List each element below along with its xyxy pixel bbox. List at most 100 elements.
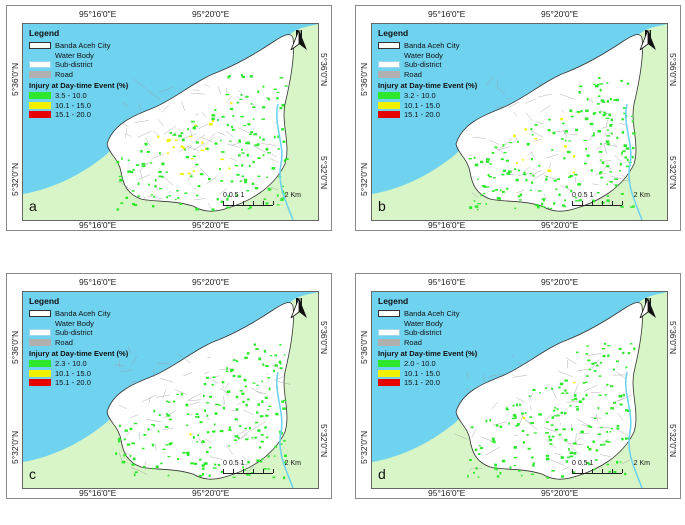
- injury-cell-low: [619, 403, 623, 406]
- injury-cell-low: [556, 408, 559, 411]
- injury-cell-low: [622, 107, 627, 109]
- scale-end-label: 2 Km: [633, 192, 650, 199]
- injury-cell-low: [622, 150, 626, 153]
- map-area[interactable]: Legend Banda Aceh City Water Body Sub-di…: [22, 23, 319, 221]
- injury-cell-low: [630, 115, 634, 118]
- injury-cell-low: [242, 466, 244, 469]
- legend: Legend Banda Aceh City Water Body Sub-di…: [29, 296, 128, 388]
- injury-cell-low: [592, 112, 596, 115]
- injury-cell-mid: [182, 146, 185, 150]
- scale-tick: [233, 469, 234, 473]
- injury-cell-low: [261, 400, 264, 403]
- injury-cell-low: [264, 414, 269, 417]
- injury-cell-low: [212, 467, 217, 469]
- map-area[interactable]: Legend Banda Aceh City Water Body Sub-di…: [371, 291, 668, 489]
- map-svg: [23, 292, 318, 488]
- injury-cell-low: [131, 463, 136, 466]
- injury-cell-low: [205, 402, 210, 404]
- injury-cell-low: [598, 394, 602, 397]
- injury-cell-low: [227, 75, 230, 79]
- injury-cell-low: [237, 436, 240, 440]
- injury-cell-low: [512, 404, 515, 407]
- injury-cell-low: [211, 208, 215, 212]
- injury-cell-low: [140, 149, 143, 153]
- injury-cell-low: [284, 85, 288, 87]
- injury-cell-low: [239, 390, 243, 392]
- scale-end-label: 2 Km: [633, 460, 650, 467]
- road-segment: [199, 439, 204, 446]
- injury-cell-low: [532, 464, 535, 467]
- road-segment: [492, 421, 507, 426]
- injury-cell-low: [118, 175, 123, 178]
- injury-cell-low: [232, 374, 236, 377]
- subdistrict-swatch: [29, 61, 51, 69]
- injury-cell-low: [545, 176, 548, 178]
- injury-cell-low: [274, 354, 278, 357]
- road-segment: [137, 469, 148, 475]
- injury-cell-low: [165, 400, 169, 403]
- road-segment: [531, 152, 535, 158]
- road-segment: [223, 396, 225, 405]
- road-segment: [564, 440, 574, 448]
- injury-cell-low: [243, 469, 246, 471]
- road-segment: [485, 447, 500, 456]
- injury-cell-low: [545, 178, 548, 181]
- injury-cell-low: [248, 473, 251, 476]
- injury-cell-low: [589, 426, 593, 428]
- injury-cell-mid: [189, 135, 193, 138]
- injury-cell-low: [588, 368, 592, 371]
- map-area[interactable]: Legend Banda Aceh City Water Body Sub-di…: [371, 23, 668, 221]
- injury-cell-low: [562, 122, 565, 125]
- legend-item-class-high: 15.1 - 20.0: [378, 378, 477, 388]
- injury-cell-low: [600, 426, 603, 429]
- legend-label-subdistrict: Sub-district: [55, 60, 93, 70]
- injury-cell-low: [508, 170, 512, 173]
- injury-cell-low: [184, 192, 188, 194]
- injury-cell-low: [133, 473, 136, 477]
- injury-cell-low: [506, 172, 511, 176]
- scale-tick: [243, 201, 244, 205]
- injury-cell-low: [283, 399, 287, 402]
- injury-cell-low: [244, 385, 247, 388]
- road-swatch: [378, 338, 400, 346]
- injury-cell-low: [158, 170, 162, 174]
- legend-label-class-high: 15.1 - 20.0: [404, 378, 440, 388]
- injury-cell-low: [141, 447, 145, 450]
- road-segment: [146, 419, 162, 423]
- map-svg: [372, 292, 667, 488]
- injury-cell-low: [595, 449, 599, 452]
- injury-cell-low: [485, 419, 488, 423]
- injury-cell-low: [513, 464, 516, 467]
- injury-cell-low: [264, 396, 268, 399]
- scale-bar: 0 0.5 1 2 Km: [572, 192, 650, 206]
- lat-label-right-top: 5°36'0"N: [319, 53, 329, 87]
- injury-cell-low: [586, 446, 590, 449]
- lat-label-right-top: 5°36'0"N: [668, 53, 678, 87]
- injury-cell-low: [228, 429, 232, 431]
- legend-class-title: Injury at Day-time Event (%): [378, 81, 478, 90]
- injury-cell-low: [165, 444, 169, 446]
- injury-cell-low: [148, 183, 150, 186]
- injury-cell-low: [576, 408, 579, 411]
- injury-cell-low: [604, 394, 608, 396]
- injury-cell-low: [164, 426, 169, 428]
- injury-cell-low: [633, 347, 636, 350]
- injury-cell-low: [197, 185, 201, 188]
- injury-cell-low: [214, 109, 217, 111]
- road-segment: [516, 189, 525, 194]
- road-segment: [138, 102, 141, 111]
- legend-label-subdistrict: Sub-district: [55, 328, 93, 338]
- injury-cell-low: [618, 394, 623, 398]
- map-area[interactable]: Legend Banda Aceh City Water Body Sub-di…: [22, 291, 319, 489]
- injury-cell-low: [276, 194, 279, 197]
- lat-label-right-bottom: 5°32'0"N: [668, 156, 678, 190]
- injury-cell-low: [244, 379, 247, 382]
- road-segment: [217, 132, 226, 136]
- road-swatch: [29, 70, 51, 78]
- road-segment: [472, 137, 486, 139]
- injury-cell-mid: [194, 124, 197, 127]
- injury-cell-low: [266, 436, 269, 439]
- road-segment: [595, 173, 607, 176]
- injury-cell-low: [621, 131, 625, 134]
- injury-cell-mid: [189, 433, 192, 436]
